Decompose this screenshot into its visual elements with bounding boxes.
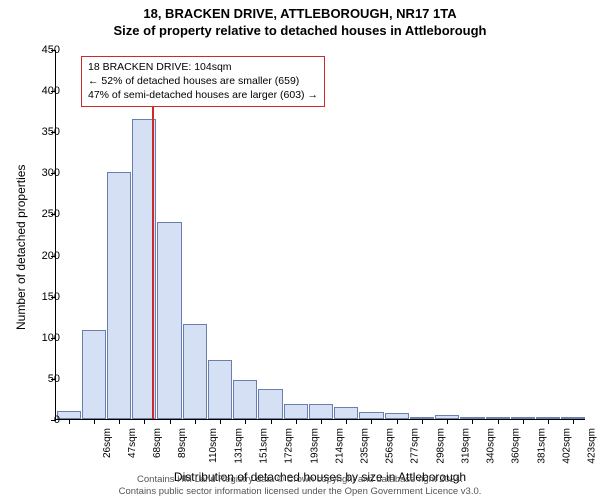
x-tick-label: 110sqm <box>207 428 218 463</box>
x-tick <box>220 419 221 424</box>
y-tick-label: 150 <box>20 291 60 303</box>
x-tick-label: 298sqm <box>435 428 446 464</box>
x-tick-label: 235sqm <box>360 428 371 464</box>
footer-attribution: Contains HM Land Registry data © Crown c… <box>0 474 600 498</box>
x-tick-label: 256sqm <box>385 428 396 464</box>
histogram-bar <box>157 222 181 419</box>
histogram-bar <box>57 411 81 419</box>
x-tick <box>523 419 524 424</box>
histogram-bar <box>334 407 358 419</box>
y-axis-label: Number of detached properties <box>14 165 28 330</box>
x-tick-label: 131sqm <box>233 428 244 464</box>
histogram-bar <box>82 330 106 419</box>
y-tick-label: 400 <box>20 85 60 97</box>
x-tick <box>296 419 297 424</box>
x-tick <box>144 419 145 424</box>
x-tick <box>119 419 120 424</box>
x-tick <box>271 419 272 424</box>
chart-title-sub: Size of property relative to detached ho… <box>0 21 600 38</box>
y-tick-label: 200 <box>20 250 60 262</box>
y-tick-label: 300 <box>20 167 60 179</box>
x-tick-label: 89sqm <box>177 428 188 458</box>
histogram-bar <box>359 412 383 419</box>
footer-line-2: Contains public sector information licen… <box>0 486 600 498</box>
histogram-bar <box>183 324 207 419</box>
x-tick <box>371 419 372 424</box>
y-tick-label: 250 <box>20 208 60 220</box>
histogram-bar <box>309 404 333 419</box>
x-tick <box>245 419 246 424</box>
x-tick-label: 319sqm <box>461 428 472 464</box>
chart-area: 18 BRACKEN DRIVE: 104sqm← 52% of detache… <box>55 50 585 420</box>
x-tick <box>422 419 423 424</box>
x-tick-label: 193sqm <box>309 428 320 464</box>
x-tick-label: 360sqm <box>511 428 522 464</box>
x-tick <box>472 419 473 424</box>
annotation-line: 47% of semi-detached houses are larger (… <box>88 88 318 102</box>
x-tick-label: 26sqm <box>102 428 113 458</box>
x-tick-label: 277sqm <box>410 428 421 464</box>
y-tick-label: 350 <box>20 126 60 138</box>
chart-container: 18, BRACKEN DRIVE, ATTLEBOROUGH, NR17 1T… <box>0 0 600 500</box>
x-tick <box>498 419 499 424</box>
histogram-bar <box>208 360 232 419</box>
x-tick-label: 381sqm <box>536 428 547 464</box>
reference-line <box>152 101 154 419</box>
x-tick-label: 151sqm <box>259 428 270 464</box>
histogram-bar <box>233 380 257 419</box>
x-tick-label: 340sqm <box>486 428 497 464</box>
chart-title-main: 18, BRACKEN DRIVE, ATTLEBOROUGH, NR17 1T… <box>0 0 600 21</box>
y-tick-label: 0 <box>20 414 60 426</box>
x-tick <box>397 419 398 424</box>
footer-line-1: Contains HM Land Registry data © Crown c… <box>0 474 600 486</box>
x-tick-label: 402sqm <box>561 428 572 464</box>
annotation-line: ← 52% of detached houses are smaller (65… <box>88 74 318 88</box>
histogram-bar <box>107 172 131 419</box>
y-tick-label: 50 <box>20 373 60 385</box>
x-tick <box>94 419 95 424</box>
x-tick <box>69 419 70 424</box>
x-tick <box>548 419 549 424</box>
x-tick <box>573 419 574 424</box>
x-tick-label: 214sqm <box>334 428 345 464</box>
x-tick <box>321 419 322 424</box>
x-tick-label: 47sqm <box>127 428 138 458</box>
x-tick <box>170 419 171 424</box>
y-tick-label: 100 <box>20 332 60 344</box>
histogram-bar <box>284 404 308 419</box>
histogram-bar <box>258 389 282 419</box>
y-tick-label: 450 <box>20 44 60 56</box>
annotation-line: 18 BRACKEN DRIVE: 104sqm <box>88 60 318 74</box>
x-tick <box>447 419 448 424</box>
x-tick <box>346 419 347 424</box>
annotation-box: 18 BRACKEN DRIVE: 104sqm← 52% of detache… <box>81 56 325 107</box>
x-tick-label: 172sqm <box>284 428 295 464</box>
x-tick <box>195 419 196 424</box>
x-tick-label: 68sqm <box>152 428 163 458</box>
x-tick-label: 423sqm <box>587 428 598 464</box>
